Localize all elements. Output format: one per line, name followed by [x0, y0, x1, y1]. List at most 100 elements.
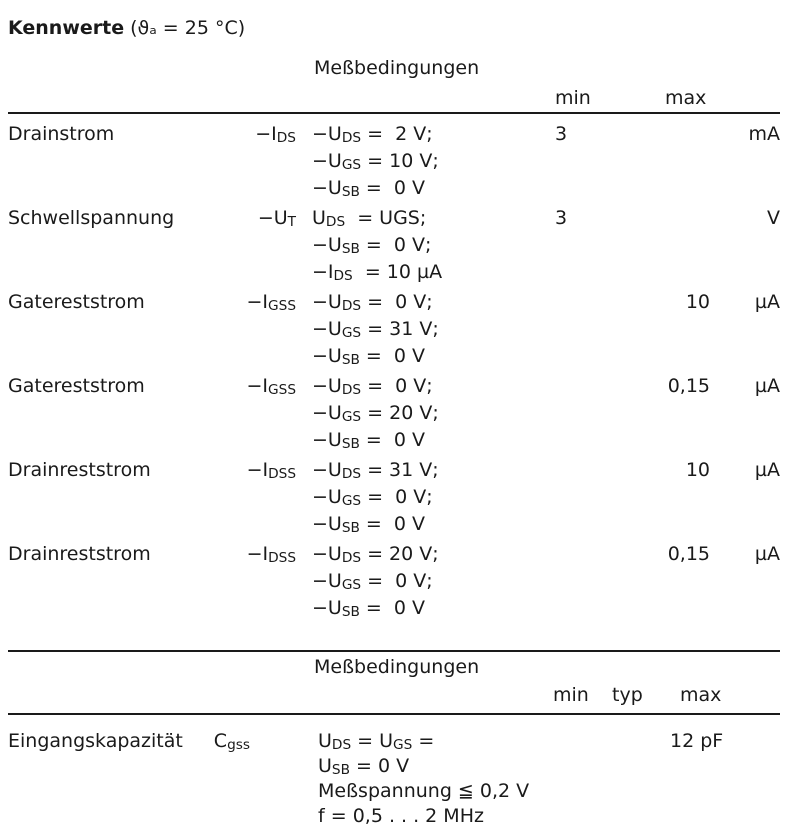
subscript: SB [341, 436, 360, 453]
max-value: 0,15 [667, 543, 710, 565]
condition-line: USB = 0 V [318, 754, 409, 783]
subscript: DS [341, 466, 362, 483]
parameter-symbol: −UT [206, 206, 296, 235]
parameter-symbol: −IGSS [206, 374, 296, 403]
symbol-base: −U [312, 570, 342, 592]
symbol-base: U [312, 207, 326, 229]
condition-line: −IDS = 10 µA [312, 260, 442, 289]
subscript: DS [325, 214, 346, 231]
subscript: GS [341, 493, 362, 510]
max-value: 10 [685, 459, 710, 481]
unit: µA [754, 459, 780, 481]
symbol-base: −U [312, 597, 342, 619]
condition-line: −USB = 0 V [312, 344, 425, 373]
max-value: 10 [685, 291, 710, 313]
symbol-base: U [318, 755, 332, 777]
max-value: 0,15 [667, 375, 710, 397]
condition-line: Meßspannung ≦ 0,2 V [318, 779, 529, 804]
header-rule-2 [8, 713, 780, 715]
condition-line: UDS = UGS; [312, 206, 426, 235]
symbol-rest: = 0 V; [361, 570, 433, 592]
symbol-base: −I [246, 291, 269, 313]
parameter-name: Eingangskapazität [8, 730, 183, 752]
subscript: GS [341, 157, 362, 174]
symbol-base: −U [312, 150, 342, 172]
subscript: SB [331, 762, 350, 779]
subscript: DSS [268, 550, 296, 567]
condition-line: −UDS = 31 V; [312, 458, 439, 487]
symbol-rest: = 0 V [359, 177, 426, 199]
condition-line: −USB = 0 V; [312, 233, 431, 262]
parameter-symbol: −IDSS [206, 542, 296, 571]
subscript: SB [341, 184, 360, 201]
symbol-rest: = U [351, 730, 394, 752]
subscript: DS [333, 268, 353, 285]
unit: µA [754, 375, 780, 397]
section-rule [8, 650, 780, 652]
symbol-base: U [318, 730, 332, 752]
symbol-rest: = UGS; [345, 207, 427, 229]
parameter-name: Schwellspannung [8, 207, 175, 229]
subscript: gss [227, 737, 250, 754]
unit: mA [748, 123, 780, 145]
subscript: GS [393, 737, 413, 754]
condition-line: −UGS = 31 V; [312, 317, 439, 346]
symbol-rest: = 0 V; [359, 234, 432, 256]
subscript: SB [341, 604, 360, 621]
min-header-2: min [553, 684, 589, 706]
parameter-symbol: −IDSS [206, 458, 296, 487]
symbol-rest: = 0 V; [361, 375, 433, 397]
symbol-rest: = 2 V; [361, 123, 433, 145]
symbol-rest: = 31 V; [361, 318, 439, 340]
parameter-name: Gatereststrom [8, 291, 145, 313]
symbol-rest: = 0 V [359, 513, 426, 535]
subscript: GS [341, 577, 362, 594]
max-value: 12 pF [670, 730, 724, 752]
unit: µA [754, 291, 780, 313]
unit: µA [754, 543, 780, 565]
symbol-base: −U [312, 318, 342, 340]
subscript: SB [341, 352, 360, 369]
symbol-rest: = 0 V [349, 755, 410, 777]
symbol-base: −I [255, 123, 277, 145]
symbol-base: −U [257, 207, 288, 229]
condition-line: −UDS = 20 V; [312, 542, 439, 571]
subscript: DS [331, 737, 352, 754]
subscript: SB [341, 241, 360, 258]
max-header-2: max [680, 684, 722, 706]
symbol-base: −U [312, 543, 342, 565]
symbol-base: −U [312, 123, 342, 145]
condition-line: −UDS = 0 V; [312, 374, 433, 403]
symbol-base: −U [312, 234, 342, 256]
parameter-symbol: −IDS [206, 122, 296, 151]
min-value: 3 [555, 123, 568, 145]
parameter-symbol: −IGSS [206, 290, 296, 319]
subscript: DS [341, 382, 362, 399]
condition-line: −USB = 0 V [312, 512, 425, 541]
symbol-base: −U [312, 429, 342, 451]
symbol-rest: = 0 V [359, 597, 426, 619]
subscript: DS [341, 298, 362, 315]
condition-line: UDS = UGS = [318, 730, 435, 754]
condition-line: −UGS = 0 V; [312, 569, 433, 598]
subscript: DS [341, 550, 362, 567]
condition-line: −USB = 0 V [312, 428, 425, 457]
subscript: T [287, 214, 296, 231]
symbol-rest: = 10 µA [352, 261, 443, 283]
parameter-name: Drainstrom [8, 123, 115, 145]
max-header: max [665, 87, 707, 109]
symbol-rest: = 20 V; [361, 402, 439, 424]
parameter-name: Gatereststrom [8, 375, 145, 397]
condition-line: −USB = 0 V [312, 176, 425, 205]
condition-line: −UGS = 20 V; [312, 401, 439, 430]
subscript: GSS [268, 298, 296, 315]
symbol-base: −U [312, 486, 342, 508]
conditions-header: Meßbedingungen [314, 57, 480, 79]
symbol-rest: = 10 V; [361, 150, 439, 172]
parameter-name: Drainreststrom [8, 459, 151, 481]
symbol-rest: = 20 V; [361, 543, 439, 565]
symbol-base: −U [312, 402, 342, 424]
symbol-base: C [213, 730, 228, 752]
parameter-name: Drainreststrom [8, 543, 151, 565]
subscript: DSS [268, 466, 296, 483]
